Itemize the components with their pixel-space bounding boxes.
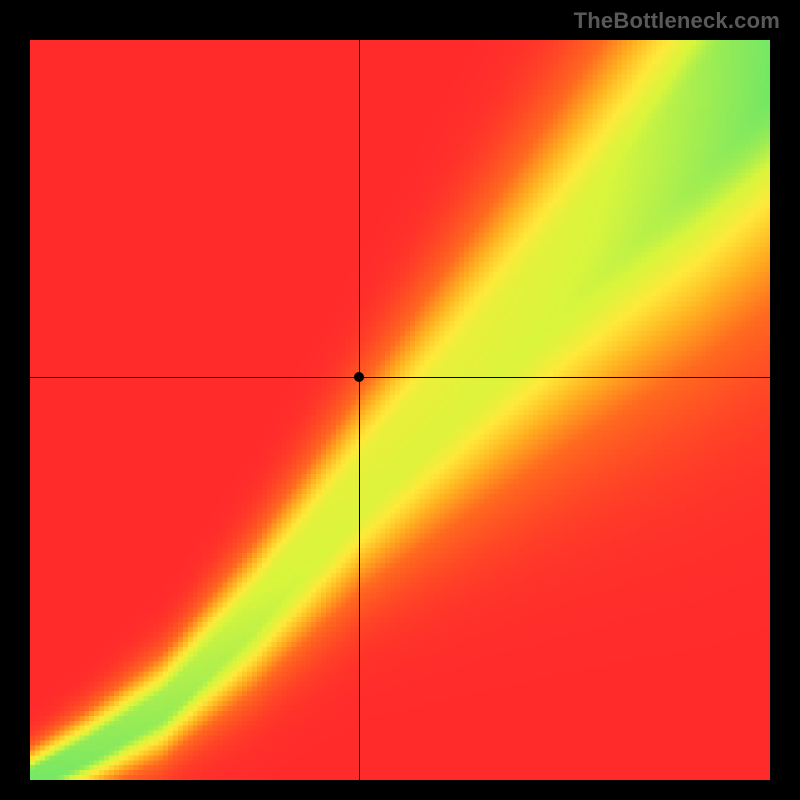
crosshair-vertical — [359, 40, 360, 780]
heatmap-canvas — [30, 40, 770, 780]
crosshair-horizontal — [30, 377, 770, 378]
plot-frame — [30, 40, 770, 780]
crosshair-dot — [354, 372, 364, 382]
stage: TheBottleneck.com — [0, 0, 800, 800]
attribution-text: TheBottleneck.com — [574, 8, 780, 34]
